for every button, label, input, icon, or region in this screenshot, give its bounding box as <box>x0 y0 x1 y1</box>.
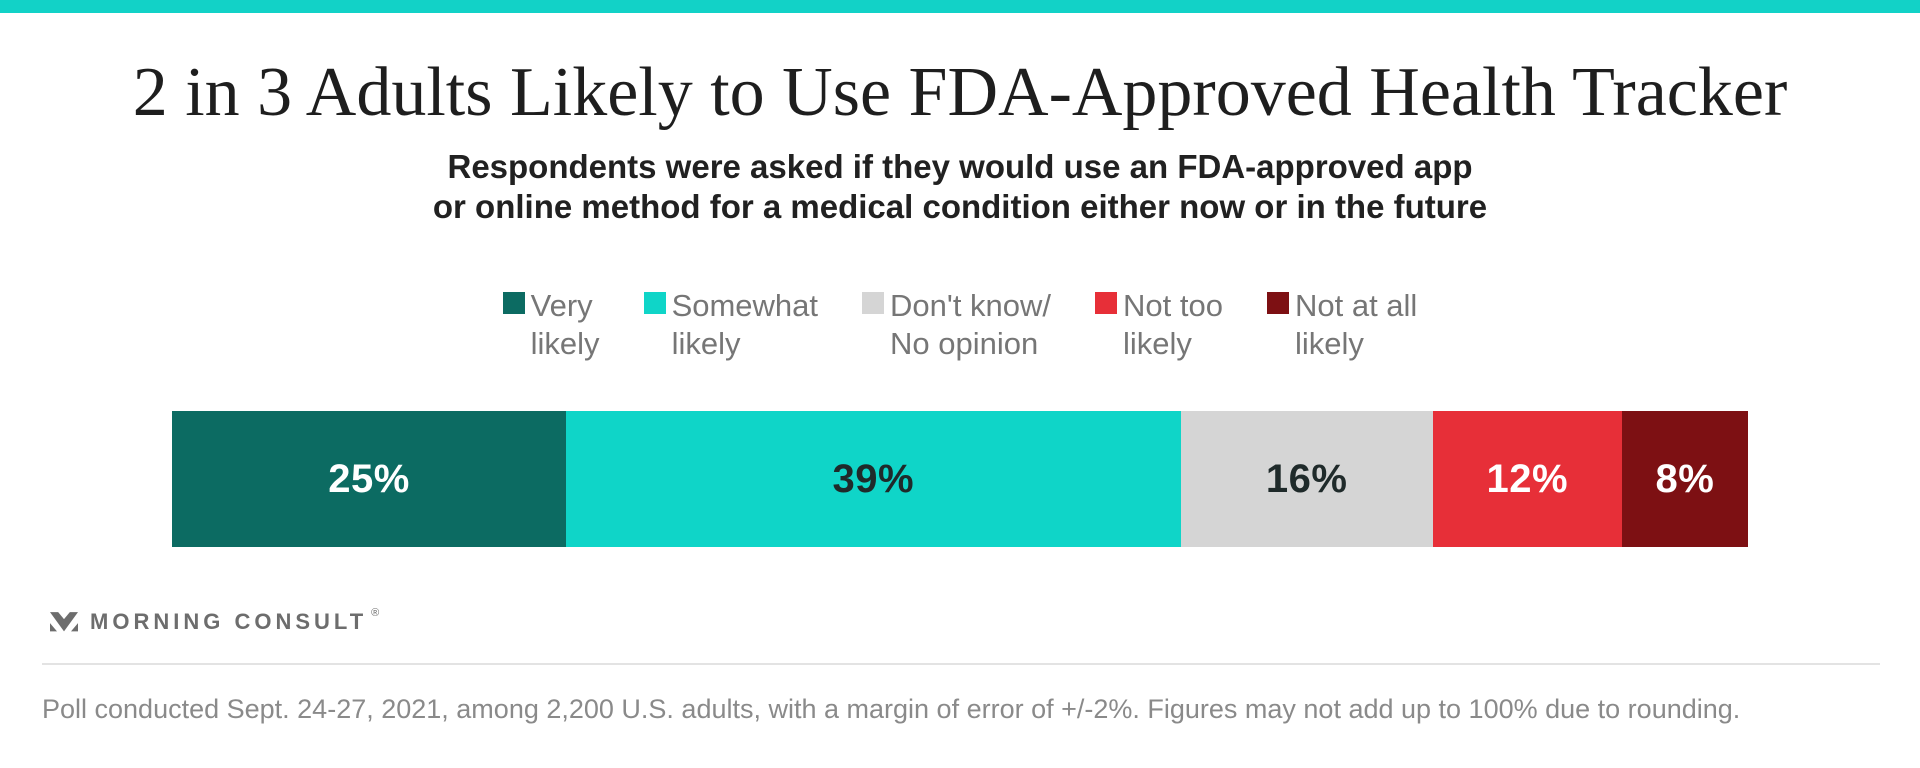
top-accent-bar <box>0 0 1920 13</box>
registered-trademark-symbol: ® <box>371 607 380 619</box>
legend-label: Very likely <box>530 288 600 361</box>
legend-label: Don't know/No opinion <box>890 288 1052 361</box>
legend-label: Somewhat likely <box>671 288 819 361</box>
branding: MORNING CONSULT ® <box>50 607 1920 635</box>
legend-item-2: Don't know/No opinion <box>862 287 1051 363</box>
subtitle-line-2: or online method for a medical condition… <box>432 188 1488 225</box>
bar-segment-2: 16% <box>1180 411 1433 547</box>
legend-swatch-icon <box>1095 292 1118 314</box>
footnote-text: Poll conducted Sept. 24-27, 2021, among … <box>42 694 1741 724</box>
stacked-bar: 25% 39% 16% 12% 8% <box>172 411 1748 547</box>
legend-label: Not too likely <box>1123 288 1223 361</box>
legend-swatch-icon <box>643 292 666 314</box>
bar-segment-label: 8% <box>1655 456 1715 501</box>
bar-segment-0: 25% <box>172 411 566 547</box>
bar-segment-label: 12% <box>1486 456 1569 501</box>
bar-segment-1: 39% <box>566 411 1181 547</box>
bar-segment-label: 39% <box>832 456 915 501</box>
subtitle-line-1: Respondents were asked if they would use… <box>447 148 1473 185</box>
legend-swatch-icon <box>1266 292 1289 314</box>
legend-item-3: Not too likely <box>1095 287 1223 363</box>
legend: Very likely Somewhat likely Don't know/No op… <box>0 287 1920 363</box>
bar-segment-label: 16% <box>1265 456 1348 501</box>
bar-segment-label: 25% <box>328 456 410 501</box>
page: 2 in 3 Adults Likely to Use FDA-Approved… <box>0 0 1920 724</box>
chart-subtitle: Respondents were asked if they would use… <box>0 147 1920 227</box>
morning-consult-logo-icon <box>50 612 78 632</box>
footer-divider <box>42 663 1880 665</box>
morning-consult-wordmark: MORNING CONSULT <box>90 609 368 634</box>
legend-swatch-icon <box>502 292 525 314</box>
bar-segment-3: 12% <box>1432 411 1622 547</box>
bar-segment-4: 8% <box>1621 411 1748 547</box>
legend-item-1: Somewhat likely <box>643 287 819 363</box>
legend-item-4: Not at all likely <box>1266 287 1418 363</box>
chart-title: 2 in 3 Adults Likely to Use FDA-Approved… <box>132 54 1788 131</box>
legend-label: Not at all likely <box>1294 288 1418 361</box>
legend-swatch-icon <box>862 292 885 314</box>
legend-item-0: Very likely <box>502 287 600 363</box>
